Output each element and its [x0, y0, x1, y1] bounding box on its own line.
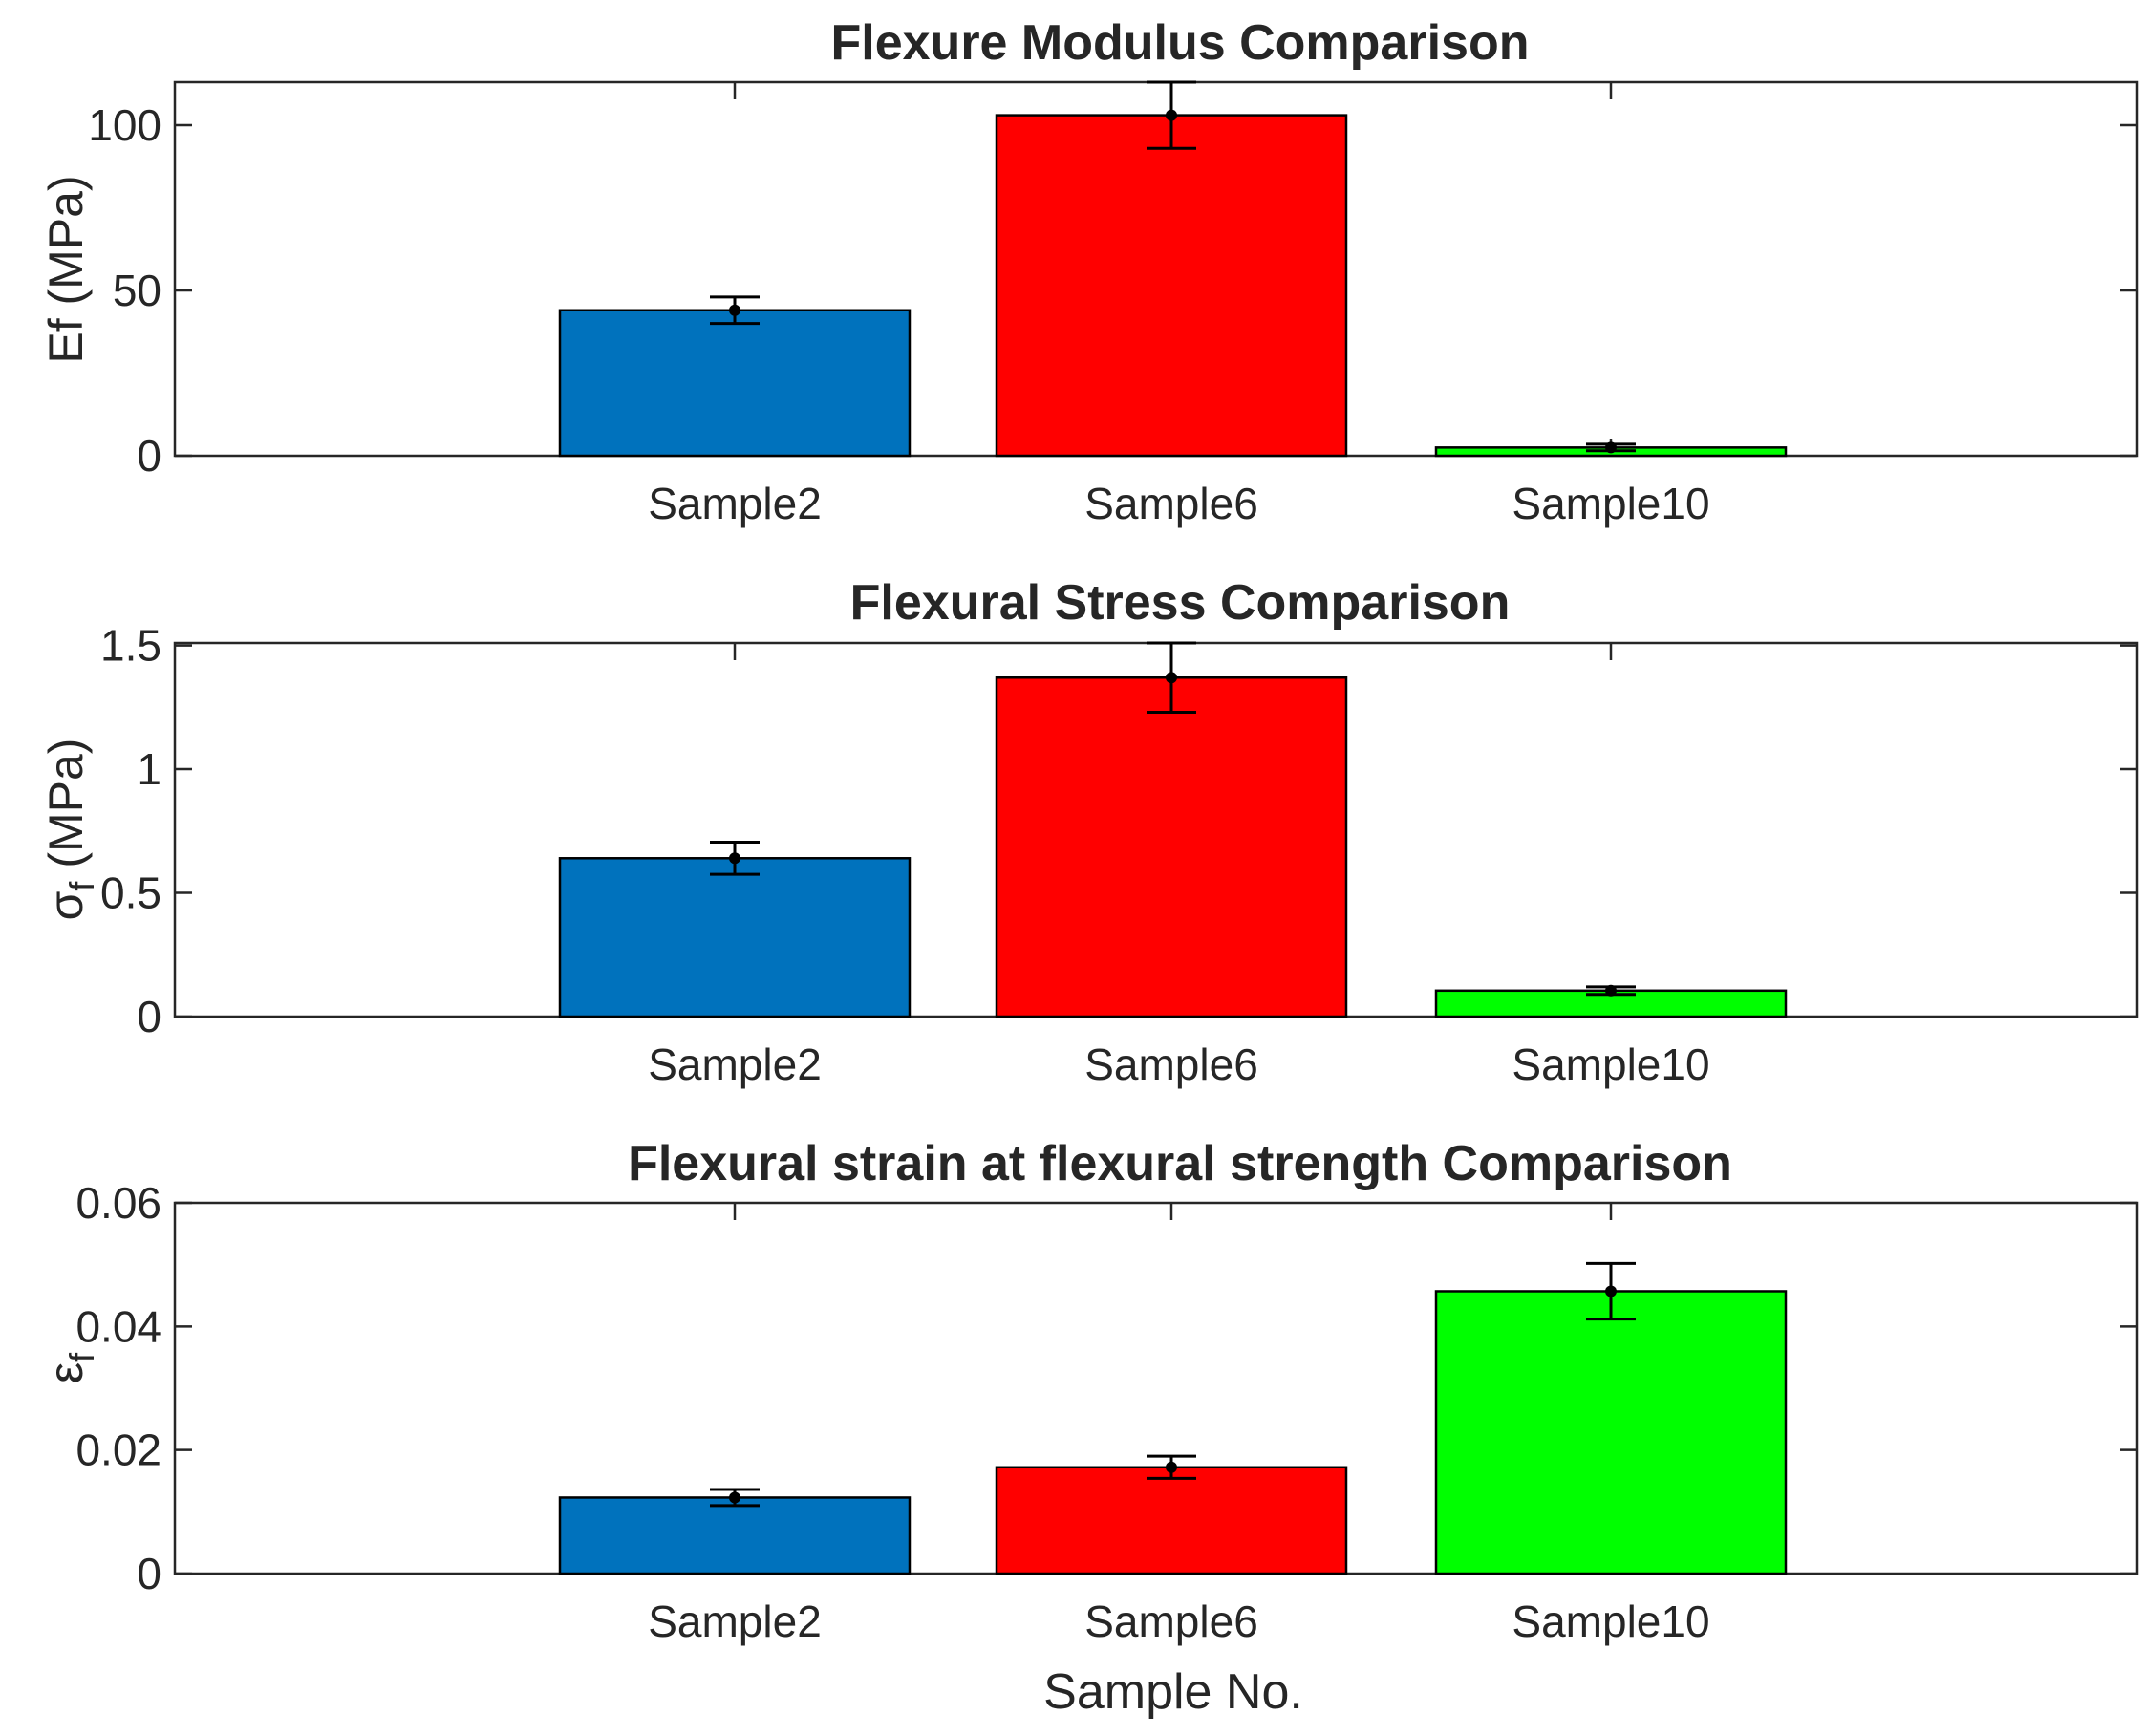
y-axis-label-symbol: ε [39, 1362, 93, 1383]
x-tick-label: Sample10 [1512, 479, 1709, 528]
y-axis-label-symbol: σ [39, 890, 93, 920]
bar-sample6 [995, 1466, 1348, 1575]
x-tick-label: Sample10 [1512, 1039, 1709, 1089]
mean-marker [1605, 984, 1617, 997]
chart-title: Flexural Stress Comparison [850, 575, 1511, 631]
bar-sample2 [558, 1496, 912, 1575]
panel-stress: Flexural Stress Comparison σf (MPa) 0 0.5… [39, 575, 2139, 1089]
y-tick-label: 100 [88, 100, 161, 150]
x-axis-label: Sample No. [1043, 1664, 1303, 1720]
y-axis-label: σf (MPa) [39, 739, 101, 921]
mean-marker [729, 852, 740, 865]
y-tick-label: 0.04 [75, 1301, 161, 1351]
y-tick-label: 0.06 [75, 1178, 161, 1228]
bar-sample6 [995, 114, 1348, 458]
x-tick-label: Sample2 [648, 1597, 822, 1646]
x-tick-label: Sample2 [648, 479, 822, 528]
y-axis-label-unit: (MPa) [39, 739, 93, 882]
bar-sample10 [1434, 1290, 1788, 1575]
mean-marker [729, 304, 740, 316]
y-axis-label: Ef (MPa) [39, 175, 93, 363]
y-axis-label-subscript: f [62, 881, 101, 891]
y-tick-label: 0 [137, 431, 161, 481]
chart-title: Flexural strain at flexural strength Com… [628, 1136, 1732, 1191]
mean-marker [1166, 672, 1177, 684]
chart-title: Flexure Modulus Comparison [831, 15, 1530, 71]
x-tick-label: Sample6 [1084, 479, 1258, 528]
x-tick-label: Sample6 [1084, 1039, 1258, 1089]
y-axis-label-subscript: f [62, 1352, 101, 1362]
y-tick-label: 1.5 [100, 621, 161, 671]
y-tick-label: 0.5 [100, 868, 161, 918]
bar-sample2 [558, 309, 912, 458]
bar-sample2 [558, 857, 912, 1018]
panel-strain: Flexural strain at flexural strength Com… [39, 1136, 2139, 1720]
y-tick-label: 50 [113, 266, 161, 315]
x-tick-label: Sample6 [1084, 1597, 1258, 1646]
mean-marker [1605, 1285, 1617, 1297]
mean-marker [1166, 1461, 1177, 1473]
y-tick-label: 1 [137, 744, 161, 794]
y-tick-label: 0 [137, 1549, 161, 1598]
panel-modulus: Flexure Modulus Comparison Ef (MPa) 0 50 1… [39, 15, 2139, 528]
bar-sample6 [995, 676, 1348, 1018]
y-tick-label: 0 [137, 992, 161, 1041]
mean-marker [1605, 441, 1617, 454]
mean-marker [729, 1491, 740, 1504]
x-tick-label: Sample2 [648, 1039, 822, 1089]
y-axis-label: εf [39, 1352, 101, 1383]
y-tick-label: 0.02 [75, 1425, 161, 1475]
x-tick-label: Sample10 [1512, 1597, 1709, 1646]
mean-marker [1166, 109, 1177, 121]
